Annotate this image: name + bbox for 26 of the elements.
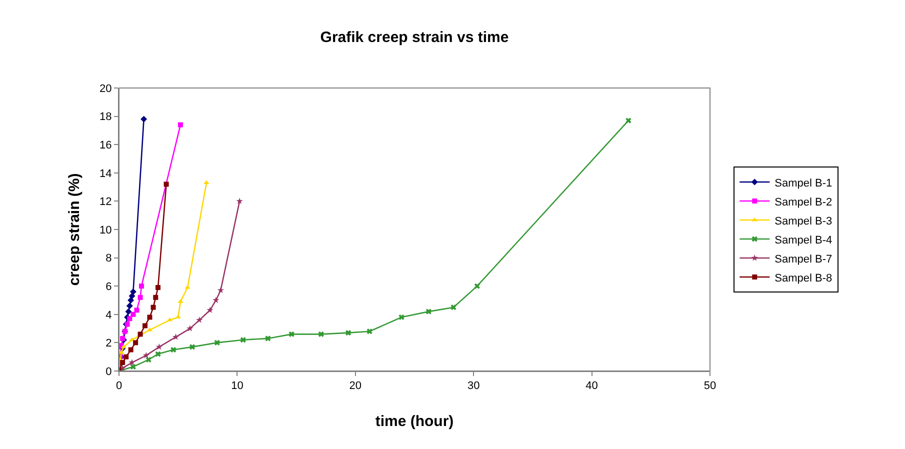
y-tick-label: 20: [100, 82, 112, 95]
x-tick-label: 20: [349, 380, 362, 392]
y-tick-label: 10: [100, 224, 112, 236]
x-tick-label: 0: [116, 380, 122, 392]
y-axis-title: creep strain (%): [66, 173, 83, 286]
legend-label: Sampel B-7: [774, 253, 832, 266]
legend-label: Sampel B-1: [774, 177, 832, 190]
x-axis-title: time (hour): [375, 413, 454, 430]
x-tick-label: 10: [231, 380, 244, 392]
legend-label: Sampel B-8: [774, 272, 832, 284]
legend-label: Sampel B-2: [774, 196, 832, 208]
legend-label: Sampel B-4: [774, 234, 832, 246]
y-tick-label: 4: [106, 309, 112, 322]
y-tick-label: 16: [100, 139, 112, 152]
x-tick-label: 30: [467, 380, 480, 392]
chart-title: Grafik creep strain vs time: [320, 28, 509, 46]
y-tick-label: 6: [106, 280, 112, 293]
x-tick-label: 50: [704, 380, 716, 392]
y-tick-label: 8: [106, 252, 112, 265]
legend-label: Sampel B-3: [774, 215, 832, 228]
y-tick-label: 14: [100, 168, 112, 180]
y-tick-label: 12: [100, 196, 112, 208]
y-tick-label: 18: [100, 111, 112, 124]
y-tick-label: 2: [106, 338, 112, 350]
x-tick-label: 40: [586, 380, 598, 392]
y-tick-label: 0: [106, 366, 112, 378]
